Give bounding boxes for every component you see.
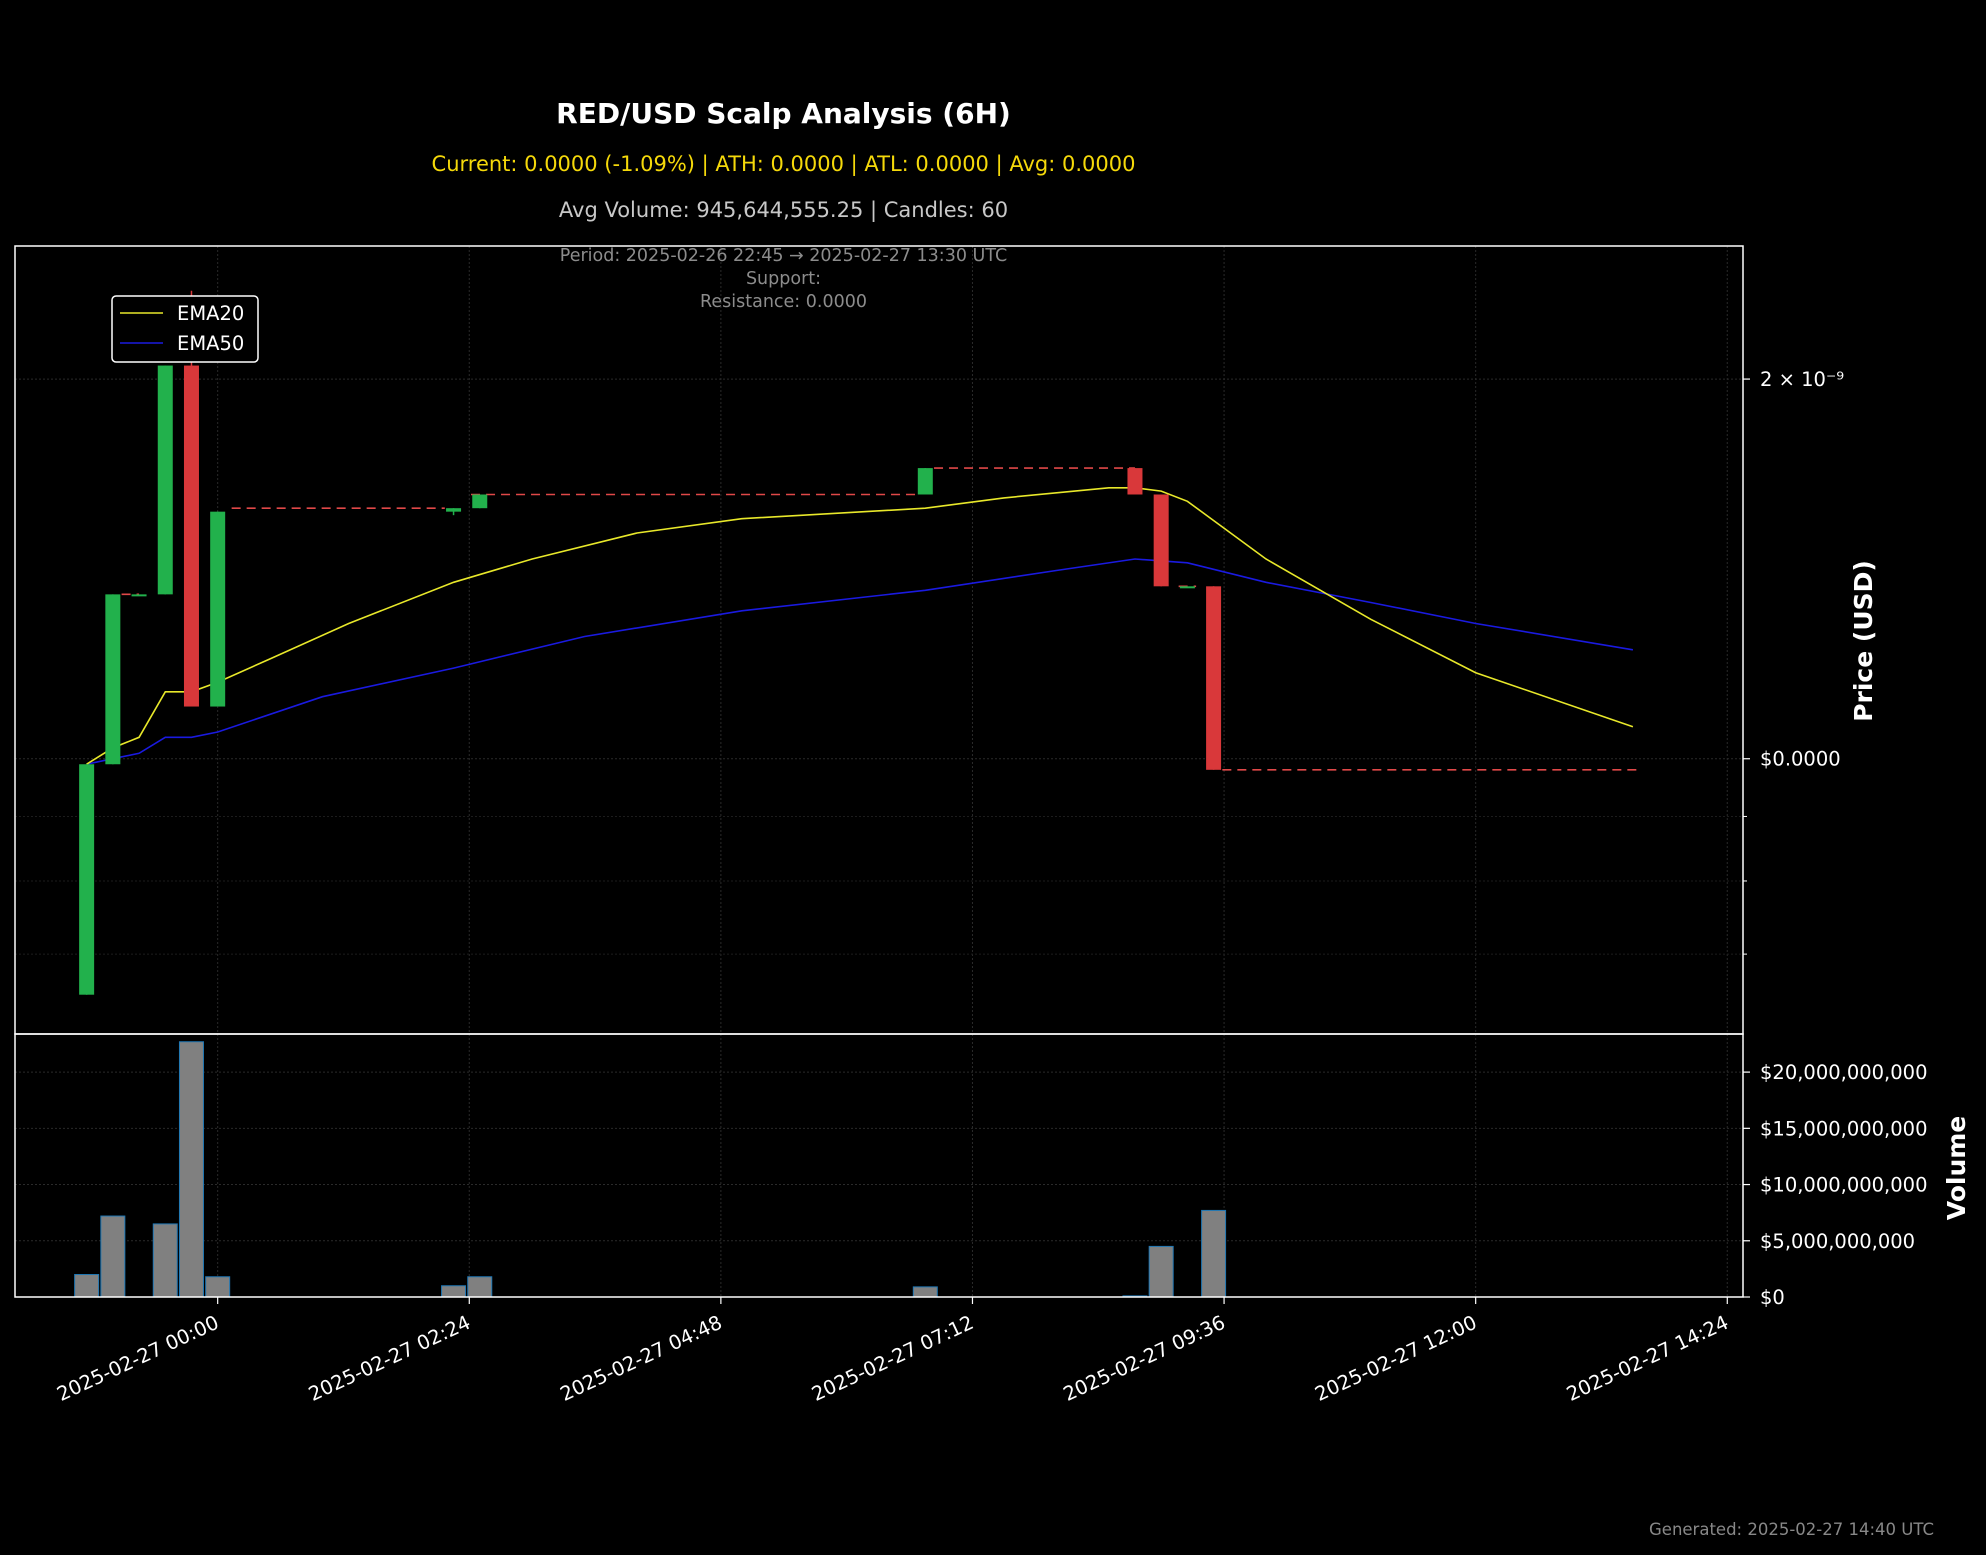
candle-bullish: [79, 764, 95, 995]
legend-ema50-label: EMA50: [177, 332, 244, 355]
resistance-text: Resistance: 0.0000: [700, 292, 867, 312]
ema50-line: [86, 558, 1634, 765]
price-summary: Current: 0.0000 (-1.09%) | ATH: 0.0000 |…: [431, 152, 1136, 176]
x-tick-label: 2025-02-27 00:00: [53, 1311, 222, 1406]
price-axis-label: Price (USD): [1849, 560, 1878, 722]
volume-bar: [152, 1223, 178, 1298]
volume-tick-label: $0: [1760, 1286, 1785, 1309]
x-tick-label: 2025-02-27 14:24: [1563, 1311, 1732, 1406]
generated-timestamp: Generated: 2025-02-27 14:40 UTC: [1649, 1520, 1934, 1539]
x-tick-label: 2025-02-27 04:48: [557, 1311, 726, 1406]
volume-bar: [467, 1276, 493, 1298]
price-tick-label: 2 × 10⁻⁹: [1760, 368, 1844, 391]
candle-bullish: [446, 508, 462, 512]
volume-bar: [205, 1276, 231, 1298]
candle-bullish: [131, 594, 147, 597]
candle-bearish: [1153, 494, 1169, 587]
candle-bullish: [157, 365, 173, 595]
x-tick-label: 2025-02-27 07:12: [808, 1311, 977, 1406]
candle-bullish: [472, 494, 488, 509]
volume-bar: [74, 1274, 100, 1298]
volume-axis-label: Volume: [1942, 1116, 1971, 1221]
x-tick-label: 2025-02-27 09:36: [1060, 1311, 1229, 1406]
volume-tick-label: $5,000,000,000: [1760, 1230, 1915, 1253]
volume-panel-frame: [14, 1033, 1744, 1298]
period-info: Period: 2025-02-26 22:45 → 2025-02-27 13…: [0, 245, 1567, 314]
volume-bar: [912, 1286, 938, 1298]
candle-bullish: [210, 511, 226, 707]
x-tick-label: 2025-02-27 02:24: [305, 1311, 474, 1406]
volume-summary: Avg Volume: 945,644,555.25 | Candles: 60: [558, 198, 1009, 222]
price-panel: 2 × 10⁻⁹ $0.0000: [14, 245, 1844, 1297]
legend-ema20-label: EMA20: [177, 302, 244, 325]
candle-bullish: [917, 468, 933, 495]
volume-bar: [1148, 1245, 1174, 1298]
price-panel-frame: [14, 245, 1744, 1035]
volume-bar: [441, 1285, 467, 1298]
period-text: Period: 2025-02-26 22:45 → 2025-02-27 13…: [559, 246, 1008, 266]
candle-bullish: [105, 594, 121, 765]
volume-bar: [178, 1041, 204, 1298]
x-tick-label: 2025-02-27 12:00: [1311, 1311, 1480, 1406]
volume-tick-label: $10,000,000,000: [1760, 1174, 1927, 1197]
volume-panel: $0 $5,000,000,000 $10,000,000,000 $15,000,0…: [14, 1033, 1927, 1309]
volume-bar: [100, 1215, 126, 1298]
chart-title: RED/USD Scalp Analysis (6H): [556, 97, 1011, 130]
candle-bearish: [1206, 586, 1222, 770]
ema20-line: [86, 486, 1634, 765]
legend: EMA20 EMA50: [111, 295, 259, 363]
volume-tick-label: $15,000,000,000: [1760, 1117, 1927, 1140]
candle-bearish: [1127, 468, 1143, 495]
support-text: Support:: [745, 269, 822, 289]
volume-bar: [1201, 1209, 1227, 1298]
volume-tick-label: $20,000,000,000: [1760, 1061, 1927, 1084]
time-axis: 2025-02-27 00:00 2025-02-27 02:24 2025-02-…: [53, 1297, 1732, 1406]
price-tick-label: $0.0000: [1760, 748, 1841, 771]
candle-bullish: [1179, 586, 1195, 589]
candle-bearish: [183, 365, 199, 707]
